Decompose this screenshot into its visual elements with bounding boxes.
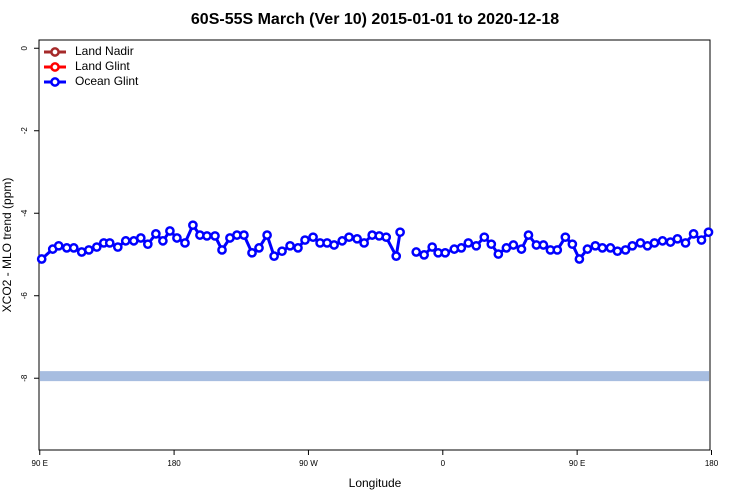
data-point bbox=[337, 236, 348, 246]
data-point bbox=[262, 230, 272, 240]
data-point bbox=[657, 236, 668, 246]
data-point bbox=[135, 233, 146, 243]
data-point bbox=[516, 244, 527, 254]
y-axis-label: XCO2 - MLO trend (ppm) bbox=[0, 178, 14, 313]
y-tick-label: -4 bbox=[20, 209, 29, 217]
data-point bbox=[456, 243, 467, 253]
data-point bbox=[308, 232, 318, 243]
data-point bbox=[419, 250, 429, 260]
data-point bbox=[329, 240, 339, 250]
data-point bbox=[172, 233, 182, 243]
data-point bbox=[649, 238, 660, 248]
x-tick-label: 90 E bbox=[32, 459, 48, 468]
data-point bbox=[486, 239, 497, 250]
legend-marker bbox=[50, 77, 60, 87]
data-point bbox=[120, 236, 131, 246]
legend-label: Land Glint bbox=[75, 59, 130, 73]
data-point bbox=[202, 231, 212, 241]
data-point bbox=[269, 251, 279, 261]
data-point bbox=[427, 242, 438, 252]
data-point bbox=[567, 239, 578, 250]
data-point bbox=[104, 238, 115, 248]
y-tick-label: 0 bbox=[20, 45, 29, 50]
x-tick-label: 90 E bbox=[569, 459, 585, 468]
data-point bbox=[627, 240, 638, 251]
data-point bbox=[703, 227, 714, 238]
data-point bbox=[680, 238, 691, 248]
data-point bbox=[560, 232, 571, 243]
data-point bbox=[344, 232, 354, 243]
data-point bbox=[523, 230, 534, 240]
data-point bbox=[493, 249, 504, 259]
x-tick-label: 180 bbox=[167, 459, 181, 468]
legend-label: Land Nadir bbox=[75, 44, 134, 58]
x-tick-label: 180 bbox=[705, 459, 719, 468]
data-point bbox=[391, 251, 402, 261]
data-point bbox=[165, 226, 175, 236]
data-point bbox=[180, 238, 190, 248]
data-point bbox=[277, 246, 287, 257]
data-point bbox=[293, 243, 303, 253]
data-point bbox=[411, 247, 422, 257]
data-point bbox=[254, 243, 264, 253]
data-point bbox=[91, 242, 102, 252]
x-tick-label: 0 bbox=[441, 459, 446, 468]
y-tick-label: -8 bbox=[20, 374, 29, 382]
data-point bbox=[395, 227, 405, 238]
data-point bbox=[672, 233, 683, 244]
data-point bbox=[381, 232, 392, 243]
data-point bbox=[696, 235, 707, 245]
data-point bbox=[68, 243, 79, 253]
data-point bbox=[188, 220, 198, 231]
chart-title: 60S-55S March (Ver 10) 2015-01-01 to 202… bbox=[191, 11, 559, 28]
legend-marker bbox=[50, 62, 60, 72]
legend-label: Ocean Glint bbox=[75, 74, 139, 88]
data-point bbox=[359, 238, 369, 248]
data-point bbox=[84, 245, 94, 255]
data-point bbox=[620, 245, 631, 255]
data-point bbox=[142, 239, 153, 250]
data-point bbox=[479, 232, 490, 243]
data-point bbox=[247, 247, 257, 258]
y-tick-label: -2 bbox=[20, 127, 29, 135]
data-point bbox=[158, 236, 168, 246]
data-point bbox=[688, 229, 699, 239]
data-point bbox=[538, 240, 549, 250]
x-axis-label: Longitude bbox=[349, 476, 402, 490]
data-point bbox=[471, 240, 482, 251]
data-point bbox=[112, 242, 123, 252]
data-point bbox=[300, 235, 310, 245]
data-point bbox=[463, 238, 474, 248]
data-point bbox=[574, 254, 585, 264]
data-point bbox=[285, 240, 295, 251]
y-tick-label: -6 bbox=[20, 292, 29, 300]
data-point bbox=[352, 233, 362, 244]
plot-frame bbox=[38, 39, 711, 451]
data-point bbox=[508, 240, 519, 250]
legend-marker bbox=[50, 47, 60, 57]
data-point bbox=[552, 245, 563, 255]
data-point bbox=[210, 231, 220, 241]
data-point bbox=[612, 246, 623, 257]
data-point bbox=[440, 247, 451, 258]
x-tick-label: 90 W bbox=[299, 459, 318, 468]
data-point bbox=[217, 245, 227, 255]
data-point bbox=[36, 254, 47, 264]
data-point bbox=[597, 243, 608, 253]
data-point bbox=[53, 240, 64, 251]
data-point bbox=[151, 229, 161, 239]
data-point bbox=[239, 230, 249, 240]
data-point bbox=[582, 244, 593, 254]
